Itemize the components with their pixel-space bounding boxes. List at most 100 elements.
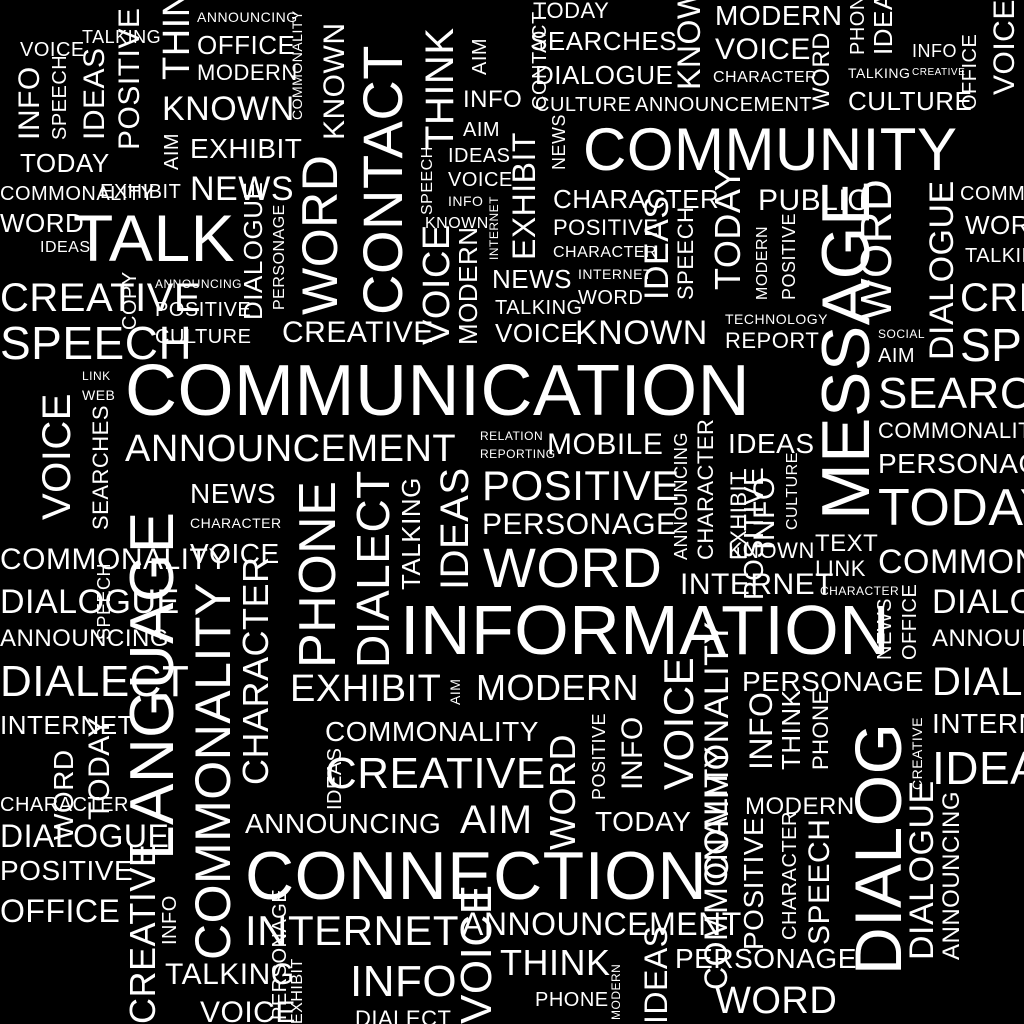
word-known: KNOWN	[671, 0, 707, 90]
word-copy: COPY	[119, 271, 141, 330]
word-dialogue: DIALOGUE	[535, 60, 674, 90]
word-ideas: IDEAS	[433, 467, 477, 590]
word-announcing: ANNOUNCING	[155, 277, 243, 291]
word-searches: SEARCHES	[88, 404, 113, 530]
word-speech: SPEECH	[49, 54, 71, 140]
word-positive: POSITIVE	[553, 215, 659, 240]
word-character: CHARACTER	[820, 584, 900, 598]
word-positive: POSITIVE	[738, 816, 769, 950]
word-talk: TALK	[73, 201, 236, 275]
word-ideas: IDEAS	[40, 239, 91, 256]
word-link: LINK	[82, 369, 111, 383]
word-voice: VOICE	[715, 33, 811, 66]
word-phone: PHONE	[289, 480, 347, 668]
word-word: WORD	[578, 287, 644, 309]
word-word: WORD	[808, 32, 835, 110]
word-info: INFO	[448, 193, 484, 209]
word-speech: SPEECH	[803, 818, 836, 945]
word-news: NEWS	[874, 598, 896, 660]
word-exhibit: EXHIBIT	[290, 668, 442, 710]
word-voice: VOICE	[988, 0, 1021, 95]
word-personage: PERSONAGE	[878, 448, 1024, 479]
word-office: OFFICE	[0, 893, 121, 929]
word-talking: TALKING	[165, 958, 295, 991]
word-ideas: IDEAS	[448, 145, 511, 167]
word-link: LINK	[815, 556, 866, 581]
word-report: REPORT	[725, 328, 820, 353]
word-think: THINK	[500, 942, 611, 983]
word-phone: PHONE	[808, 689, 833, 770]
word-culture: CULTURE	[848, 86, 973, 116]
word-announcing: ANNOUNCING	[245, 808, 442, 839]
word-modern: MODERN	[476, 667, 639, 708]
word-info: INFO	[912, 41, 957, 61]
word-dialogue: DIALOGUE	[903, 780, 941, 960]
word-internet: INTERNET	[0, 710, 134, 740]
word-modern: MODERN	[197, 60, 298, 85]
word-positive: POSITIVE	[779, 212, 799, 300]
word-contact: CONTACT	[351, 45, 414, 315]
word-info: INFO	[743, 691, 779, 770]
word-news: NEWS	[549, 114, 569, 170]
word-ideas: IDEAS	[728, 428, 815, 459]
word-modern: MODERN	[754, 225, 771, 300]
word-voice: VOICE	[655, 656, 702, 790]
word-community: COMMUNITY	[583, 116, 958, 183]
word-commonality: COMMONALITY	[0, 183, 155, 205]
word-commonality: COMMONALITY	[289, 10, 305, 120]
word-personage: PERSONAGE	[269, 888, 291, 1020]
word-modern: MODERN	[453, 226, 483, 345]
word-internet: INTERNET	[680, 568, 834, 601]
word-creative: CREATIVE	[325, 749, 546, 798]
word-ideas: IDEAS	[638, 195, 676, 300]
word-text: TEXT	[815, 530, 879, 557]
word-voice: VOICE	[200, 996, 296, 1024]
word-dialect: DIALECT	[932, 660, 1024, 704]
word-info: INFO	[159, 895, 181, 945]
word-word: WORD	[483, 536, 663, 599]
word-ideas: IDEAS	[868, 0, 898, 55]
word-announcing: ANNOUNCING	[0, 625, 170, 652]
word-ideas: IDEAS	[932, 742, 1024, 794]
word-announcing: ANNOUNCING	[197, 9, 298, 25]
word-modern: MODERN	[745, 793, 855, 820]
word-today: TODAY	[533, 0, 610, 23]
word-positive: POSITIVE	[155, 299, 252, 321]
word-talking: TALKING	[396, 477, 426, 590]
word-dialect: DIALECT	[355, 1006, 452, 1024]
word-dialogue: DIALOGUE	[0, 818, 170, 854]
word-think: THINK	[776, 689, 806, 771]
word-aim: AIM	[878, 345, 916, 367]
word-info: INFO	[748, 476, 781, 550]
word-dialog: DIALOG	[841, 722, 915, 975]
word-dialogue: DIALOGUE	[932, 583, 1024, 621]
word-character: CHARACTER	[779, 811, 801, 940]
word-creative: CREATIVE	[909, 717, 925, 790]
word-news: NEWS	[190, 170, 294, 208]
word-internet: INTERNET	[578, 266, 652, 282]
word-known: KNOWN	[575, 314, 708, 352]
word-personage: PERSONAGE	[742, 666, 924, 697]
word-phone: PHONE	[535, 989, 609, 1011]
word-exhibit: EXHIBIT	[289, 958, 306, 1024]
word-character: CHARACTER	[235, 556, 276, 785]
word-internet: INTERNET	[487, 196, 501, 260]
word-speech: SPEECH	[960, 319, 1024, 371]
word-modern: MODERN	[609, 963, 623, 1020]
word-creative: CREATIVE	[282, 316, 434, 349]
word-web: WEB	[82, 387, 116, 403]
word-word: WORD	[852, 178, 901, 320]
word-known: KNOWN	[318, 22, 351, 141]
word-technology: TECHNOLOGY	[725, 311, 829, 327]
word-character: CHARACTER	[553, 244, 658, 261]
word-exhibit: EXHIBIT	[726, 470, 751, 560]
word-today: TODAY	[707, 166, 748, 290]
word-personage: PERSONAGE	[675, 943, 857, 974]
word-searches: SEARCHES	[530, 26, 678, 56]
word-community: COMMUNITY	[960, 183, 1024, 205]
word-talking: TALKING	[848, 65, 911, 81]
word-commonality: COMMONALITY	[0, 543, 229, 576]
word-voice: VOICE	[20, 39, 85, 61]
word-known: KNOWN	[728, 538, 815, 563]
